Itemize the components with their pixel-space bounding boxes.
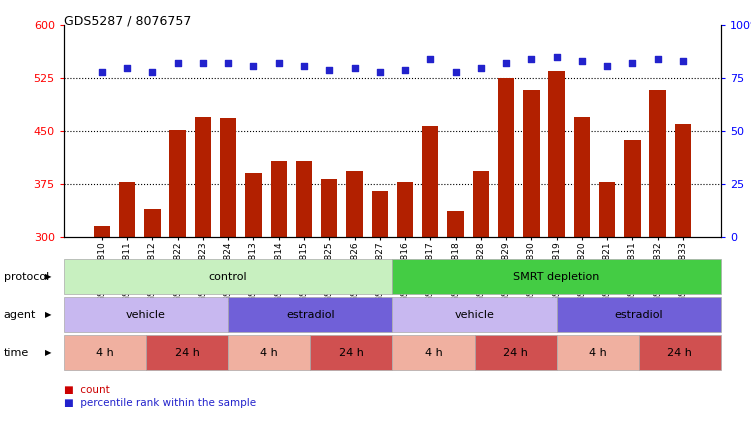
Text: ▶: ▶ bbox=[45, 310, 52, 319]
Text: ■  count: ■ count bbox=[64, 385, 110, 395]
Text: 4 h: 4 h bbox=[589, 348, 607, 358]
Text: ▶: ▶ bbox=[45, 272, 52, 281]
Text: control: control bbox=[209, 272, 247, 282]
Point bbox=[475, 64, 487, 71]
Point bbox=[348, 64, 360, 71]
Point bbox=[500, 60, 512, 67]
Text: protocol: protocol bbox=[4, 272, 49, 282]
Bar bbox=[372, 191, 388, 237]
Point bbox=[298, 62, 310, 69]
Point bbox=[197, 60, 209, 67]
Point bbox=[652, 56, 664, 63]
Bar bbox=[472, 171, 489, 237]
Text: 24 h: 24 h bbox=[503, 348, 528, 358]
Text: ▶: ▶ bbox=[45, 348, 52, 357]
Bar bbox=[624, 140, 641, 237]
Text: 4 h: 4 h bbox=[424, 348, 442, 358]
Text: time: time bbox=[4, 348, 29, 358]
Point bbox=[550, 54, 562, 60]
Text: estradiol: estradiol bbox=[286, 310, 334, 320]
Bar bbox=[523, 90, 539, 237]
Point bbox=[399, 66, 411, 73]
Point bbox=[374, 69, 386, 75]
Bar bbox=[674, 124, 691, 237]
Bar bbox=[94, 226, 110, 237]
Text: 24 h: 24 h bbox=[339, 348, 363, 358]
Point bbox=[273, 60, 285, 67]
Point bbox=[121, 64, 133, 71]
Bar bbox=[119, 182, 135, 237]
Bar bbox=[574, 117, 590, 237]
Point bbox=[146, 69, 158, 75]
Text: 4 h: 4 h bbox=[261, 348, 278, 358]
Bar bbox=[397, 182, 413, 237]
Bar bbox=[195, 117, 211, 237]
Text: estradiol: estradiol bbox=[614, 310, 663, 320]
Text: GDS5287 / 8076757: GDS5287 / 8076757 bbox=[64, 15, 192, 28]
Point bbox=[677, 58, 689, 65]
Bar bbox=[220, 118, 237, 237]
Text: 24 h: 24 h bbox=[175, 348, 200, 358]
Bar bbox=[650, 90, 666, 237]
Bar bbox=[448, 211, 464, 237]
Point bbox=[450, 69, 462, 75]
Text: agent: agent bbox=[4, 310, 36, 320]
Point bbox=[424, 56, 436, 63]
Point bbox=[222, 60, 234, 67]
Point bbox=[626, 60, 638, 67]
Bar bbox=[599, 182, 615, 237]
Point bbox=[323, 66, 335, 73]
Text: ■  percentile rank within the sample: ■ percentile rank within the sample bbox=[64, 398, 256, 408]
Bar bbox=[346, 171, 363, 237]
Text: vehicle: vehicle bbox=[126, 310, 166, 320]
Bar bbox=[246, 173, 261, 237]
Bar bbox=[270, 161, 287, 237]
Text: 24 h: 24 h bbox=[668, 348, 692, 358]
Point bbox=[525, 56, 537, 63]
Text: SMRT depletion: SMRT depletion bbox=[514, 272, 600, 282]
Bar bbox=[170, 130, 186, 237]
Bar bbox=[422, 126, 439, 237]
Point bbox=[601, 62, 613, 69]
Point bbox=[576, 58, 588, 65]
Point bbox=[248, 62, 260, 69]
Bar bbox=[498, 78, 514, 237]
Point bbox=[96, 69, 108, 75]
Text: 4 h: 4 h bbox=[96, 348, 114, 358]
Bar bbox=[144, 209, 161, 237]
Bar bbox=[321, 179, 337, 237]
Text: vehicle: vehicle bbox=[454, 310, 494, 320]
Bar bbox=[296, 161, 312, 237]
Point bbox=[172, 60, 184, 67]
Bar bbox=[548, 71, 565, 237]
